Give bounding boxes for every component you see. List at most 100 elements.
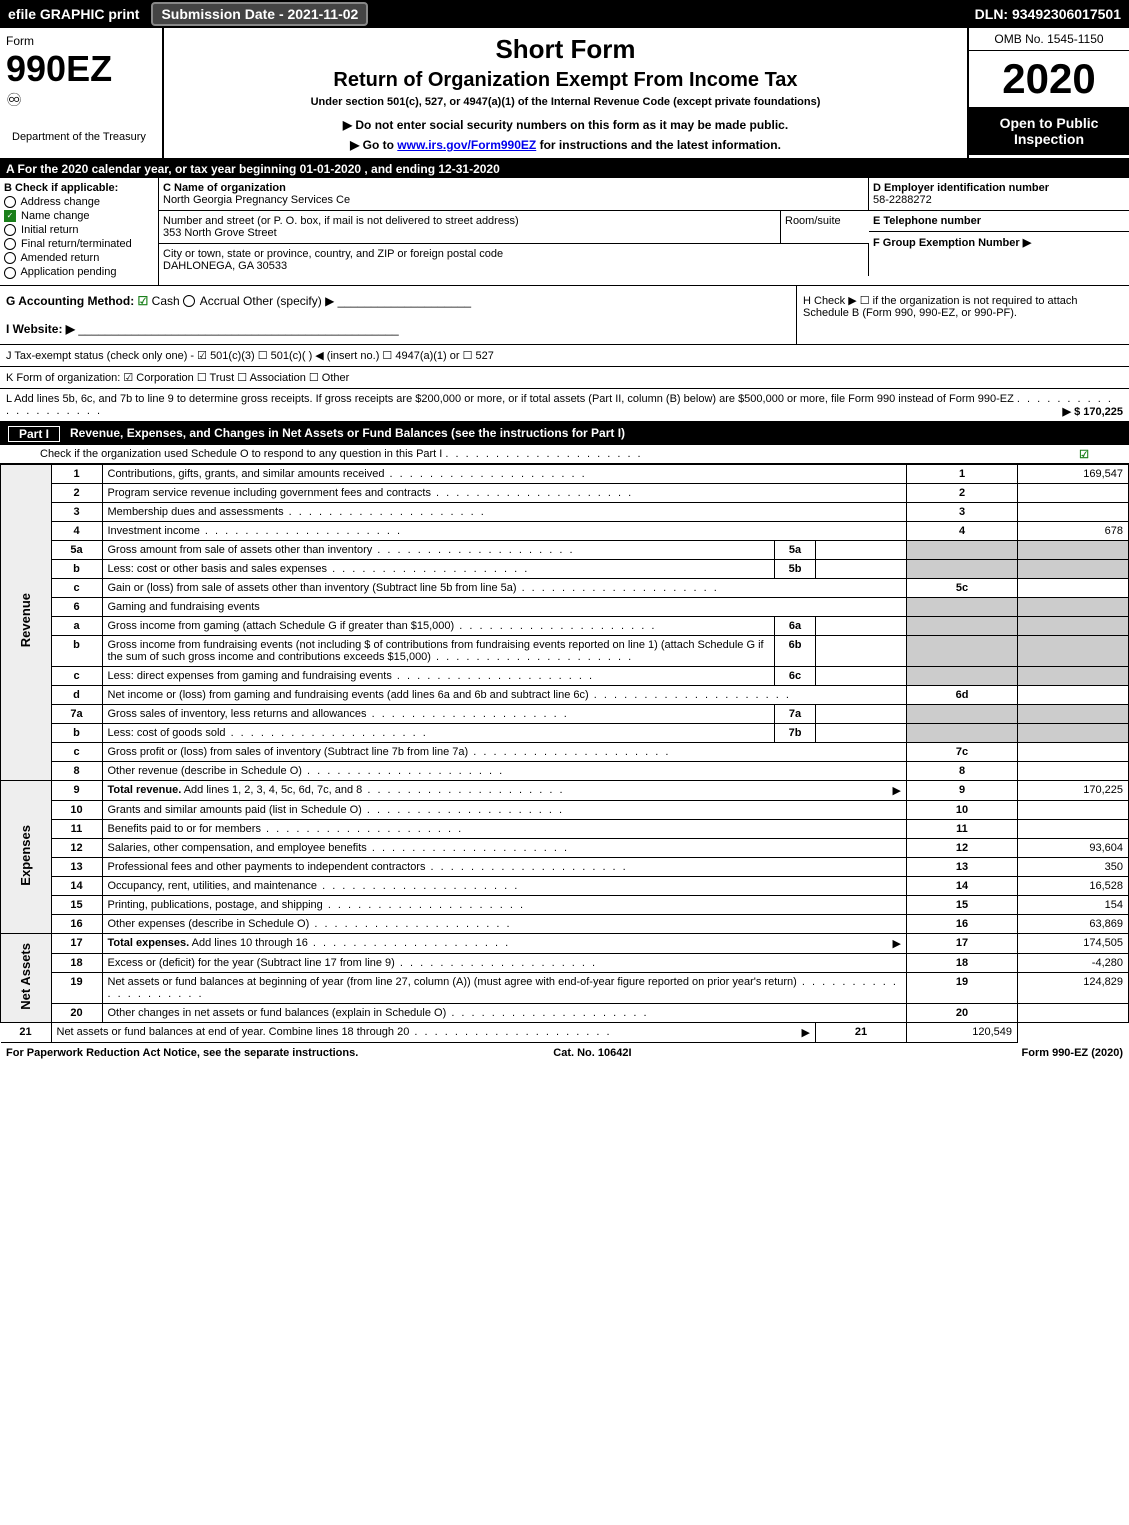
checkbox[interactable] [4,238,16,250]
checkbox[interactable] [4,224,16,236]
table-row: Net Assets17Total expenses. Add lines 10… [1,933,1129,953]
checkbox-label: Application pending [18,266,116,278]
line-description: Excess or (deficit) for the year (Subtra… [102,953,907,972]
telephone-cell: E Telephone number [869,211,1129,232]
checkbox[interactable]: ✓ [4,210,16,222]
group-exemption-cell: F Group Exemption Number ▶ [869,232,1129,253]
shaded-amount-cell [1018,704,1129,723]
line-amount: 93,604 [1018,838,1129,857]
sub-line-value [816,616,907,635]
line-box: 10 [907,800,1018,819]
group-exemption-label: F Group Exemption Number ▶ [873,237,1031,249]
checkbox[interactable] [4,252,16,264]
form-meta-block: OMB No. 1545-1150 2020 Open to Public In… [967,28,1129,158]
line-number: 3 [51,502,102,521]
line-amount: 678 [1018,521,1129,540]
line-number: 14 [51,876,102,895]
street-cell: Number and street (or P. O. box, if mail… [159,211,781,244]
line-number: 5a [51,540,102,559]
table-row: 21Net assets or fund balances at end of … [1,1022,1129,1042]
line-amount [1018,761,1129,780]
line-description: Grants and similar amounts paid (list in… [102,800,907,819]
shaded-cell [907,635,1018,666]
shaded-cell [907,616,1018,635]
table-row: bGross income from fundraising events (n… [1,635,1129,666]
part-i-subtitle-row: Check if the organization used Schedule … [0,445,1129,464]
ssn-warning: ▶ Do not enter social security numbers o… [174,118,957,132]
line-number: 9 [51,780,102,800]
form-word: Form [6,34,156,48]
org-name-value: North Georgia Pregnancy Services Ce [163,194,350,206]
checkbox-label: Amended return [18,252,99,264]
line-box: 13 [907,857,1018,876]
footer-left: For Paperwork Reduction Act Notice, see … [6,1047,358,1059]
section-d-e-f-block: D Employer identification number 58-2288… [869,178,1129,285]
line-description: Contributions, gifts, grants, and simila… [102,464,907,483]
table-row: 6Gaming and fundraising events [1,597,1129,616]
line-description: Net assets or fund balances at end of ye… [51,1022,816,1042]
schedule-o-check-icon: ☑ [1079,448,1089,461]
line-number: 13 [51,857,102,876]
line-number: 15 [51,895,102,914]
line-description: Less: direct expenses from gaming and fu… [102,666,775,685]
line-box: 1 [907,464,1018,483]
line-amount: 63,869 [1018,914,1129,933]
sub-line-value [816,704,907,723]
line-box: 19 [907,972,1018,1003]
line-number: b [51,723,102,742]
ein-value: 58-2288272 [873,194,932,206]
info-top-row: B Check if applicable: Address change✓ N… [0,178,1129,286]
sub-line-value [816,723,907,742]
table-row: 12Salaries, other compensation, and empl… [1,838,1129,857]
line-description: Less: cost of goods sold [102,723,775,742]
line-amount: 16,528 [1018,876,1129,895]
form-number: 990EZ [6,48,156,90]
table-row: 14Occupancy, rent, utilities, and mainte… [1,876,1129,895]
checkbox-label: Final return/terminated [18,238,132,250]
checkbox[interactable] [4,196,16,208]
irs-url-link[interactable]: www.irs.gov/Form990EZ [397,138,536,152]
form-title-block: Short Form Return of Organization Exempt… [164,28,967,158]
form-990ez-page: efile GRAPHIC print Submission Date - 20… [0,0,1129,1063]
checkbox-item: ✓ Name change [4,210,154,222]
cash-label: Cash [152,294,180,308]
line-amount: 124,829 [1018,972,1129,1003]
table-row: bLess: cost of goods sold7b [1,723,1129,742]
line-description: Other expenses (describe in Schedule O) [102,914,907,933]
line-number: 17 [51,933,102,953]
line-description: Occupancy, rent, utilities, and maintena… [102,876,907,895]
section-a-taxyear: A For the 2020 calendar year, or tax yea… [0,160,1129,178]
sub-line-value [816,666,907,685]
room-suite-cell: Room/suite [781,211,869,244]
line-box: 16 [907,914,1018,933]
section-j: J Tax-exempt status (check only one) - ☑… [0,345,1129,367]
line-description: Net assets or fund balances at beginning… [102,972,907,1003]
checkbox[interactable] [4,267,16,279]
line-number: 20 [51,1003,102,1022]
line-description: Other changes in net assets or fund bala… [102,1003,907,1022]
city-value: DAHLONEGA, GA 30533 [163,260,287,272]
shaded-cell [907,704,1018,723]
checkbox-item: Amended return [4,252,154,264]
accrual-checkbox[interactable] [183,295,195,307]
table-row: 11Benefits paid to or for members11 [1,819,1129,838]
sub-line-box: 6b [775,635,816,666]
table-row: Revenue1Contributions, gifts, grants, an… [1,464,1129,483]
line-number: 19 [51,972,102,1003]
shaded-cell [907,559,1018,578]
line-number: 8 [51,761,102,780]
table-row: bLess: cost or other basis and sales exp… [1,559,1129,578]
line-description: Gross sales of inventory, less returns a… [102,704,775,723]
line-box: 14 [907,876,1018,895]
org-name-label: C Name of organization [163,182,286,194]
table-row: 8Other revenue (describe in Schedule O)8 [1,761,1129,780]
ein-label: D Employer identification number [873,182,1049,194]
line-number: 1 [51,464,102,483]
line-number: d [51,685,102,704]
shaded-amount-cell [1018,616,1129,635]
part-i-label: Part I [8,426,60,442]
street-value: 353 North Grove Street [163,227,277,239]
top-bar: efile GRAPHIC print Submission Date - 20… [0,0,1129,28]
section-c-block: C Name of organization North Georgia Pre… [159,178,869,285]
table-row: 19Net assets or fund balances at beginni… [1,972,1129,1003]
